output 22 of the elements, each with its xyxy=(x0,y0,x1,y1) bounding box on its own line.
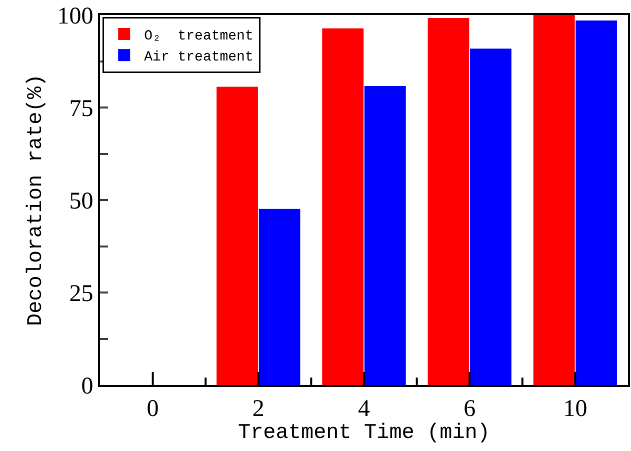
bar xyxy=(216,86,258,385)
y-tick-label: 0 xyxy=(81,373,94,400)
y-tick-label: 25 xyxy=(69,280,94,307)
x-tick-label: 10 xyxy=(563,396,588,422)
y-axis-title: Decoloration rate(%) xyxy=(24,74,48,326)
legend-label: O₂ treatment xyxy=(144,28,254,44)
x-tick-label: 0 xyxy=(146,396,159,422)
y-tick-label: 75 xyxy=(69,96,94,122)
y-tick-label: 50 xyxy=(69,188,94,214)
bar xyxy=(576,20,618,385)
x-tick-label: 4 xyxy=(358,396,370,422)
bar xyxy=(322,28,364,385)
x-tick-label: 6 xyxy=(464,396,476,422)
y-tick-label: 100 xyxy=(57,3,94,30)
bar xyxy=(364,86,406,385)
legend-label: Air treatment xyxy=(144,50,254,66)
bar xyxy=(470,48,512,385)
bar xyxy=(258,208,300,385)
x-tick-label: 2 xyxy=(252,396,264,422)
x-axis-title: Treatment Time (min) xyxy=(238,422,490,445)
bar xyxy=(428,18,470,385)
bar xyxy=(533,15,575,385)
